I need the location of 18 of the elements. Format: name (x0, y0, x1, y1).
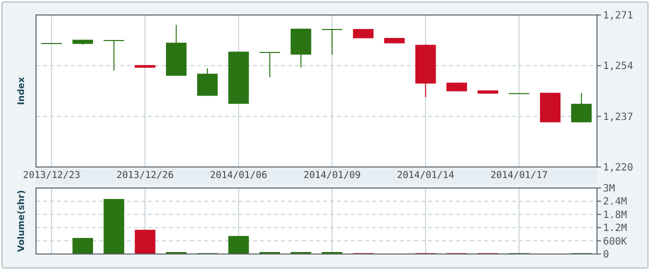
y-axis-title: Volume(shr) (17, 190, 27, 252)
y-tick-label: 1,220 (603, 162, 634, 174)
x-tick-label: 2013/12/26 (116, 170, 174, 181)
y-tick-label: 1,254 (603, 61, 634, 72)
x-tick-label: 2014/01/09 (303, 170, 361, 181)
y-tick-label: 0 (603, 250, 610, 260)
x-tick-label: 2014/01/14 (396, 170, 454, 181)
y-tick-label: 1,271 (603, 10, 634, 22)
y-tick-label: 600K (603, 236, 628, 248)
y-tick-label: 1.2M (603, 223, 628, 234)
x-tick-label: 2013/12/23 (22, 170, 80, 181)
y-tick-label: 1,237 (603, 112, 634, 123)
x-tick-label: 2014/01/17 (490, 170, 548, 181)
y-tick-label: 1.8M (603, 210, 628, 221)
y-tick-label: 2.4M (603, 196, 628, 208)
y-tick-label: 3M (603, 184, 616, 194)
y-axis-title: Index (17, 76, 27, 106)
x-tick-label: 2014/01/06 (210, 170, 268, 181)
